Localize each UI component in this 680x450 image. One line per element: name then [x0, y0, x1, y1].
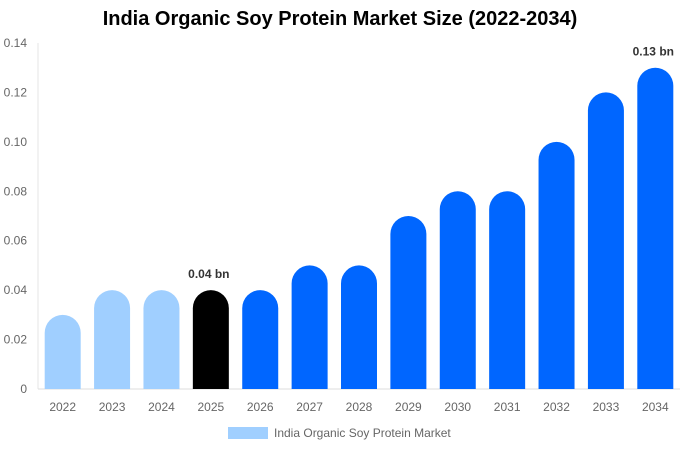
legend-swatch	[228, 427, 268, 439]
bar-2025[interactable]	[192, 290, 229, 389]
bar-2027[interactable]	[291, 265, 328, 389]
x-tick-label: 2032	[543, 400, 570, 414]
y-tick-label: 0.08	[4, 184, 28, 198]
x-tick-label: 2027	[296, 400, 323, 414]
bar-2031[interactable]	[489, 191, 526, 389]
y-tick-label: 0.12	[4, 85, 28, 99]
bar-2033[interactable]	[587, 92, 624, 389]
x-tick-label: 2026	[247, 400, 274, 414]
bar-2026[interactable]	[242, 290, 279, 389]
bar-2024[interactable]	[143, 290, 180, 389]
y-tick-label: 0.14	[4, 36, 28, 50]
bar-2034[interactable]	[637, 67, 674, 389]
x-tick-label: 2023	[99, 400, 126, 414]
x-tick-label: 2025	[197, 400, 224, 414]
x-tick-label: 2024	[148, 400, 175, 414]
x-tick-label: 2030	[444, 400, 471, 414]
y-tick-label: 0.02	[4, 333, 28, 347]
bar-2029[interactable]	[390, 216, 427, 389]
bar-2032[interactable]	[538, 141, 575, 389]
bar-2022[interactable]	[44, 314, 81, 389]
x-tick-label: 2031	[494, 400, 521, 414]
y-tick-label: 0	[20, 382, 27, 396]
bar-2030[interactable]	[439, 191, 476, 389]
y-tick-label: 0.06	[4, 234, 28, 248]
x-tick-label: 2022	[49, 400, 76, 414]
x-tick-label: 2034	[642, 400, 669, 414]
x-tick-label: 2033	[593, 400, 620, 414]
legend[interactable]: India Organic Soy Protein Market	[228, 426, 451, 440]
y-tick-label: 0.04	[4, 283, 28, 297]
legend-label: India Organic Soy Protein Market	[274, 426, 451, 440]
chart-title: India Organic Soy Protein Market Size (2…	[102, 8, 578, 30]
x-tick-label: 2029	[395, 400, 422, 414]
data-label: 0.13 bn	[633, 45, 674, 59]
y-tick-label: 0.10	[4, 135, 28, 149]
x-tick-label: 2028	[346, 400, 373, 414]
bar-2023[interactable]	[94, 290, 131, 389]
data-label: 0.04 bn	[188, 267, 229, 281]
bar-2028[interactable]	[341, 265, 377, 389]
